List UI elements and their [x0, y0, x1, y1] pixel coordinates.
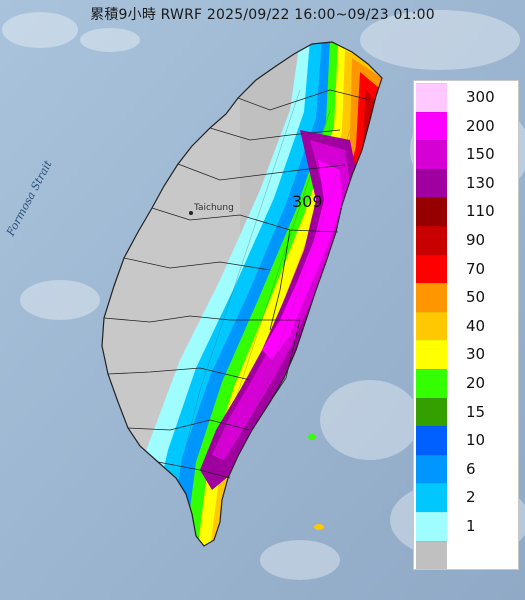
- legend-label: 1: [466, 517, 476, 535]
- max-rainfall-label: 309: [292, 192, 323, 211]
- legend-swatch: [416, 168, 447, 198]
- legend-label: 2: [466, 488, 476, 507]
- legend-swatch: [416, 426, 447, 455]
- legend-swatch: [416, 311, 447, 341]
- legend-swatch: [416, 254, 447, 284]
- legend-label: 150: [466, 145, 495, 164]
- rainfall-legend: 300 200 150 130 110 90 70 50 40 30 20 15 10 6 2 1: [413, 80, 519, 570]
- legend-swatch: [416, 111, 447, 141]
- county-boundaries: [103, 89, 371, 479]
- legend-swatch: [416, 283, 447, 312]
- legend-swatch: [416, 83, 447, 112]
- legend-label: 30: [466, 345, 486, 364]
- legend-swatch: [416, 540, 447, 570]
- legend-label: 300: [466, 88, 495, 106]
- legend-swatch: [416, 454, 447, 484]
- green-island: [314, 524, 324, 530]
- map-title: 累積9小時 RWRF 2025/09/22 16:00~09/23 01:00: [90, 7, 435, 23]
- legend-swatch: [416, 397, 447, 427]
- legend-label: 40: [466, 316, 486, 335]
- legend-label: 50: [466, 288, 486, 307]
- legend-swatch: [416, 226, 447, 255]
- legend-swatch: [416, 197, 447, 226]
- legend-label: 20: [466, 374, 486, 392]
- city-marker: [189, 211, 193, 215]
- legend-label: 10: [466, 431, 486, 450]
- legend-swatch: [416, 340, 447, 369]
- legend-label: 6: [466, 459, 476, 478]
- legend-label: 110: [466, 202, 495, 221]
- legend-label: 90: [466, 231, 486, 249]
- legend-label: 15: [466, 402, 486, 421]
- legend-swatch: [416, 140, 447, 169]
- legend-swatch: [416, 512, 447, 541]
- legend-label: 130: [466, 173, 495, 192]
- city-label: Taichung: [194, 203, 234, 213]
- legend-label: 200: [466, 116, 495, 135]
- legend-swatch: [416, 369, 447, 398]
- legend-swatch: [416, 483, 447, 512]
- turtle-island: [308, 434, 316, 440]
- legend-label: 70: [466, 259, 486, 278]
